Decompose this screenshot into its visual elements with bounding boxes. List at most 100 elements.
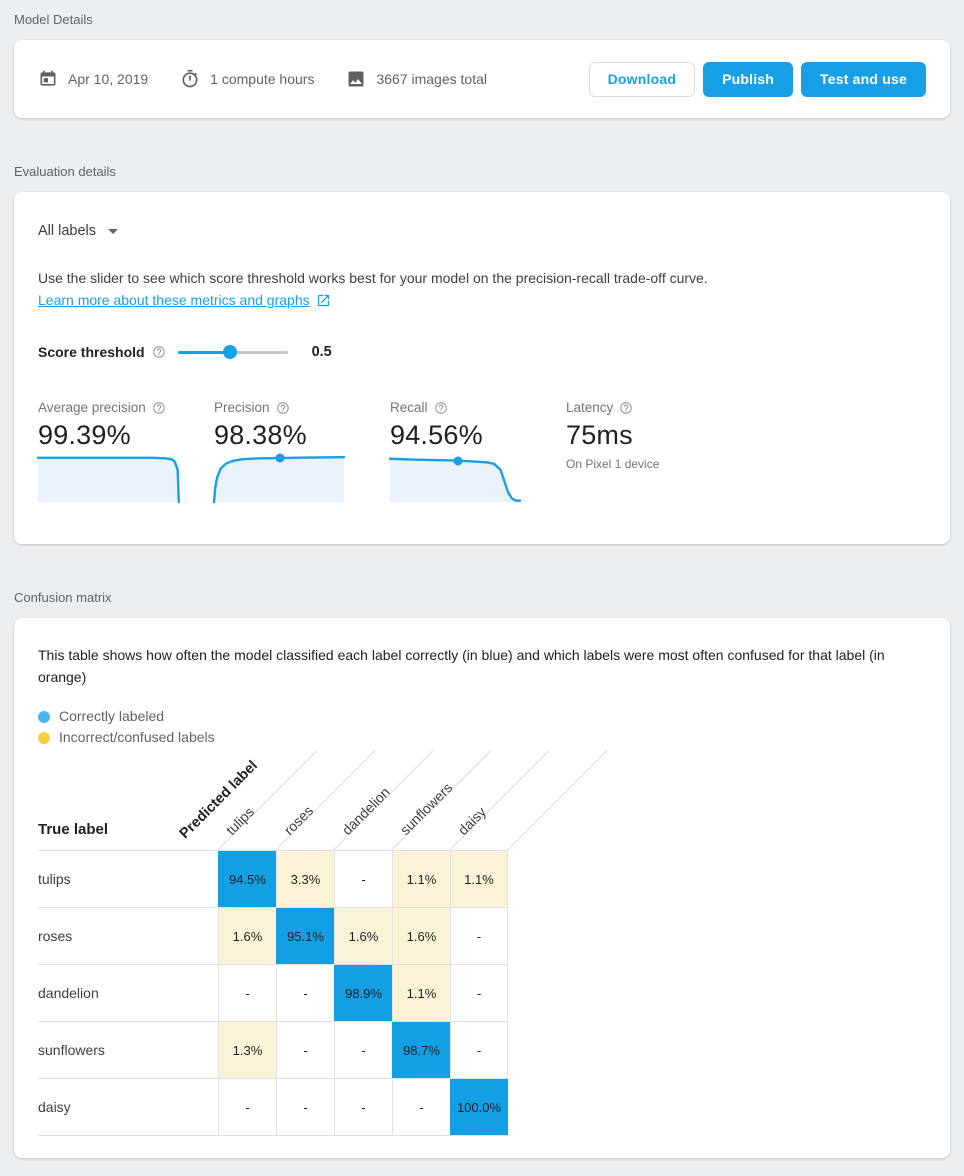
timer-icon (182, 69, 198, 88)
label-filter-dropdown[interactable]: All labels (38, 223, 119, 239)
predicted-column-label-tulips: tulips (222, 803, 258, 838)
help-icon[interactable] (276, 401, 290, 415)
yellow-dot-icon (38, 731, 50, 744)
matrix-cell: - (218, 965, 276, 1021)
matrix-cell: - (334, 1022, 392, 1078)
matrix-cell: - (450, 965, 508, 1021)
matrix-cell: - (450, 1022, 508, 1078)
metric-precision: Precision 98.38% (214, 400, 390, 502)
model-images-total: 3667 images total (346, 69, 487, 89)
metric-label: Latency (566, 400, 614, 415)
recall-sparkline (390, 456, 520, 502)
chevron-down-icon (108, 228, 119, 234)
table-row: roses 1.6% 95.1% 1.6% 1.6% - (38, 908, 508, 965)
calendar-icon (40, 70, 56, 86)
metric-value: 98.38% (214, 420, 307, 450)
matrix-cell: - (218, 1079, 276, 1135)
legend-confused: Incorrect/confused labels (38, 727, 926, 748)
table-row: daisy - - - -100.0% (38, 1079, 508, 1136)
score-threshold-row: Score threshold 0.5 (38, 344, 926, 360)
legend-correct-label: Correctly labeled (59, 708, 165, 724)
predicted-label-header: Predicted label (176, 757, 261, 842)
test-and-use-button[interactable]: Test and use (801, 61, 926, 97)
model-date-text: Apr 10, 2019 (68, 71, 149, 87)
download-button[interactable]: Download (588, 61, 696, 97)
slider-thumb[interactable] (223, 345, 238, 359)
model-images-total-text: 3667 images total (376, 71, 487, 87)
matrix-cell: - (450, 908, 508, 964)
matrix-cell: - (334, 851, 392, 907)
metric-label: Average precision (38, 400, 146, 415)
slider-fill (177, 351, 231, 354)
table-row: tulips 94.5% 3.3% -1.1% 1.1% (38, 851, 508, 908)
metric-label: Recall (390, 400, 428, 415)
metric-value: 94.56% (390, 420, 483, 450)
predicted-column-label-daisy: daisy (454, 803, 490, 838)
help-icon[interactable] (152, 345, 166, 359)
label-filter-value: All labels (38, 223, 97, 239)
score-threshold-slider[interactable] (177, 344, 288, 360)
legend-correct: Correctly labeled (38, 706, 926, 727)
true-row-label-roses: roses (38, 928, 73, 944)
matrix-cell: 1.1% (392, 851, 450, 907)
help-icon[interactable] (619, 401, 633, 415)
matrix-cell: 98.7% (392, 1022, 450, 1078)
model-details-title: Model Details (14, 12, 93, 27)
average-precision-sparkline (38, 456, 185, 502)
latency-device-note: On Pixel 1 device (566, 457, 660, 471)
true-row-label-dandelion: dandelion (38, 985, 99, 1001)
predicted-column-label-roses: roses (280, 802, 317, 838)
matrix-cell: 100.0% (450, 1079, 508, 1135)
matrix-cell: 3.3% (276, 851, 334, 907)
publish-button[interactable]: Publish (703, 61, 794, 97)
true-row-label-sunflowers: sunflowers (38, 1042, 105, 1058)
score-threshold-label: Score threshold (38, 344, 145, 360)
matrix-cell: 1.1% (450, 851, 508, 907)
evaluation-description: Use the slider to see which score thresh… (38, 270, 708, 286)
diagonal-divider-line (507, 750, 608, 850)
sparkline-threshold-dot (275, 453, 285, 463)
learn-more-link[interactable]: Learn more about these metrics and graph… (38, 292, 310, 308)
confusion-matrix: True label Predicted label tulips roses da… (38, 750, 926, 1136)
model-actions: Download Publish Test and use (588, 61, 926, 97)
model-compute-hours: 1 compute hours (180, 69, 314, 89)
matrix-cell: 95.1% (276, 908, 334, 964)
model-details-card: Apr 10, 2019 1 compute hours 3667 images… (14, 40, 950, 118)
true-row-label-tulips: tulips (38, 871, 71, 887)
matrix-cell: 1.3% (218, 1022, 276, 1078)
precision-sparkline (214, 453, 344, 502)
confusion-matrix-table: tulips 94.5% 3.3% -1.1% 1.1% roses 1.6% 95.1% 1.… (38, 850, 508, 1136)
open-in-new-icon (317, 294, 329, 306)
matrix-cell: - (276, 1079, 334, 1135)
confusion-matrix-description: This table shows how often the model cla… (38, 647, 885, 685)
metric-average-precision: Average precision 99.39% (38, 400, 214, 502)
legend-confused-label: Incorrect/confused labels (59, 729, 215, 745)
help-icon[interactable] (152, 401, 166, 415)
matrix-cell: 98.9% (334, 965, 392, 1021)
matrix-cell: 1.1% (392, 965, 450, 1021)
predicted-column-label-dandelion: dandelion (338, 783, 393, 838)
evaluation-details-card: All labels Use the slider to see which s… (14, 192, 950, 544)
matrix-cell: - (392, 1079, 450, 1135)
confusion-matrix-card: This table shows how often the model cla… (14, 618, 950, 1158)
model-date: Apr 10, 2019 (38, 69, 148, 89)
image-icon (348, 71, 364, 87)
true-row-label-daisy: daisy (38, 1099, 71, 1115)
true-label-header: True label (38, 821, 109, 838)
metric-label: Precision (214, 400, 270, 415)
matrix-cell: 1.6% (334, 908, 392, 964)
model-meta-row: Apr 10, 2019 1 compute hours 3667 images… (38, 69, 487, 89)
matrix-cell: 1.6% (392, 908, 450, 964)
matrix-cell: - (334, 1079, 392, 1135)
metric-latency: Latency 75ms On Pixel 1 device (566, 400, 659, 502)
metric-recall: Recall 94.56% (390, 400, 566, 502)
evaluation-details-title: Evaluation details (14, 164, 116, 179)
score-threshold-value: 0.5 (311, 344, 332, 360)
sparkline-threshold-dot (453, 456, 463, 466)
table-row: dandelion - -98.9% 1.1% - (38, 965, 508, 1022)
help-icon[interactable] (434, 401, 448, 415)
matrix-cell: - (276, 965, 334, 1021)
matrix-cell: 1.6% (218, 908, 276, 964)
metric-value: 99.39% (38, 420, 131, 450)
confusion-matrix-title: Confusion matrix (14, 590, 112, 605)
